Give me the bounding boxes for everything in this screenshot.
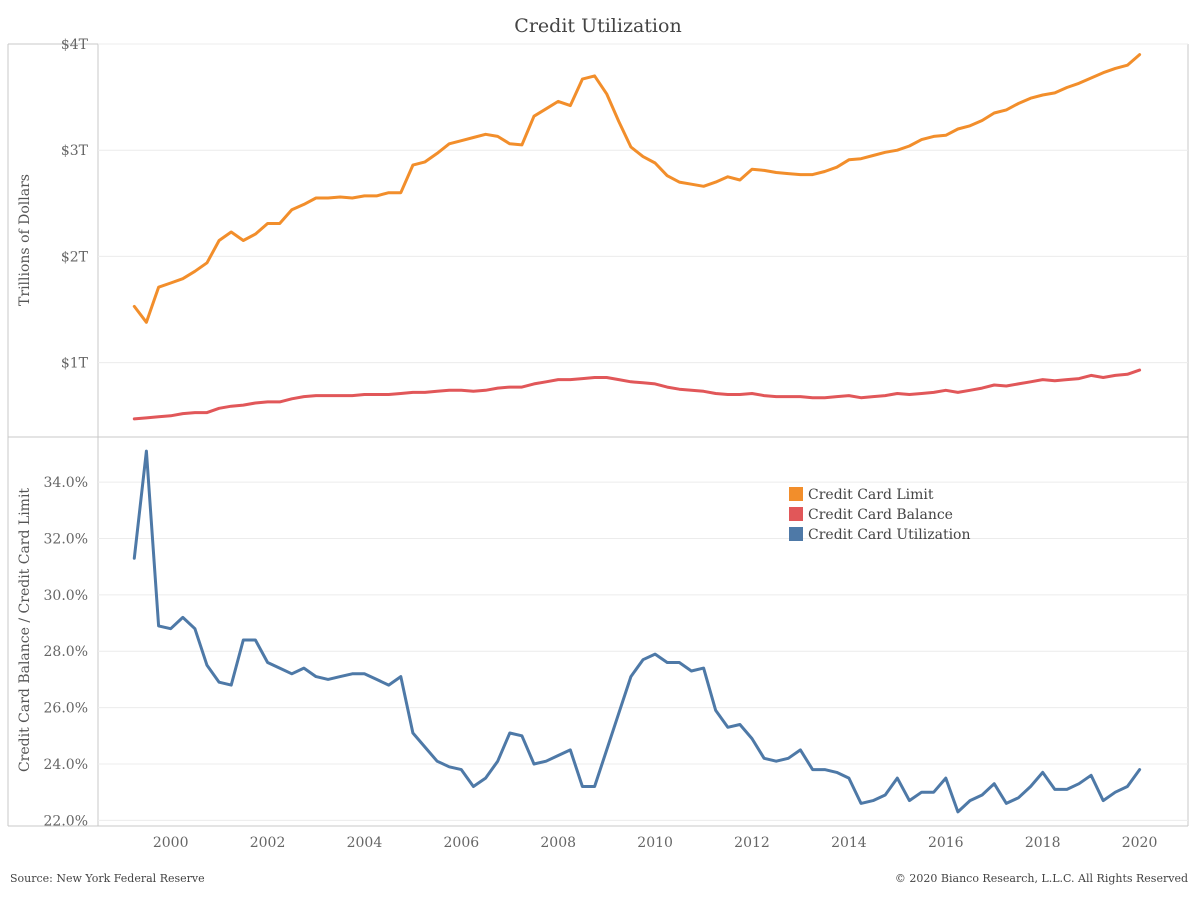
series-line-credit-card-limit	[132, 53, 1142, 324]
x-tick-2012: 2012	[734, 835, 770, 851]
legend-swatch-limit	[789, 487, 803, 501]
top-y-tick-1: $2T	[61, 249, 89, 265]
bottom-panel-gridlines	[98, 481, 1188, 821]
series-line-credit-card-utilization	[132, 449, 1142, 814]
x-tick-2002: 2002	[250, 835, 286, 851]
series-line-credit-card-balance	[132, 368, 1142, 421]
bottom-y-tick-2: 26.0%	[44, 701, 88, 717]
x-tick-2000: 2000	[153, 835, 189, 851]
x-tick-2018: 2018	[1025, 835, 1061, 851]
x-axis-ticks: 2000 2002 2004 2006 2008 2010 2012 2014 2016 2018…	[153, 835, 1158, 851]
legend-label-utilization: Credit Card Utilization	[808, 527, 971, 543]
x-tick-2006: 2006	[444, 835, 480, 851]
top-y-tick-0: $1T	[61, 356, 89, 372]
series-layer	[132, 53, 1142, 814]
x-tick-2020: 2020	[1122, 835, 1158, 851]
top-y-axis-label: Trillions of Dollars	[17, 174, 33, 306]
legend-label-balance: Credit Card Balance	[808, 507, 953, 523]
x-tick-2016: 2016	[928, 835, 964, 851]
bottom-y-axis-label: Credit Card Balance / Credit Card Limit	[17, 488, 33, 772]
top-panel-gridlines	[98, 43, 1188, 364]
top-y-tick-3: $4T	[61, 37, 89, 53]
legend-label-limit: Credit Card Limit	[808, 487, 934, 503]
source-note: Source: New York Federal Reserve	[10, 872, 205, 885]
x-tick-2008: 2008	[540, 835, 576, 851]
x-tick-2010: 2010	[637, 835, 673, 851]
legend-swatch-balance	[789, 507, 803, 521]
legend: Credit Card Limit Credit Card Balance Cr…	[789, 487, 971, 543]
bottom-y-tick-6: 34.0%	[44, 475, 88, 491]
bottom-y-tick-5: 32.0%	[44, 531, 88, 547]
top-panel-y-ticks: $1T $2T $3T $4T	[61, 37, 89, 372]
top-y-tick-2: $3T	[61, 143, 89, 159]
x-tick-2004: 2004	[347, 835, 383, 851]
bottom-y-tick-1: 24.0%	[44, 757, 88, 773]
bottom-y-tick-0: 22.0%	[44, 813, 88, 829]
bottom-panel-y-ticks: 22.0% 24.0% 26.0% 28.0% 30.0% 32.0% 34.0%	[44, 475, 88, 829]
bottom-y-tick-3: 28.0%	[44, 644, 88, 660]
legend-swatch-utilization	[789, 527, 803, 541]
chart-title: Credit Utilization	[514, 15, 681, 37]
bottom-y-tick-4: 30.0%	[44, 588, 88, 604]
x-tick-2014: 2014	[831, 835, 867, 851]
copyright-note: © 2020 Bianco Research, L.L.C. All Right…	[895, 872, 1188, 885]
